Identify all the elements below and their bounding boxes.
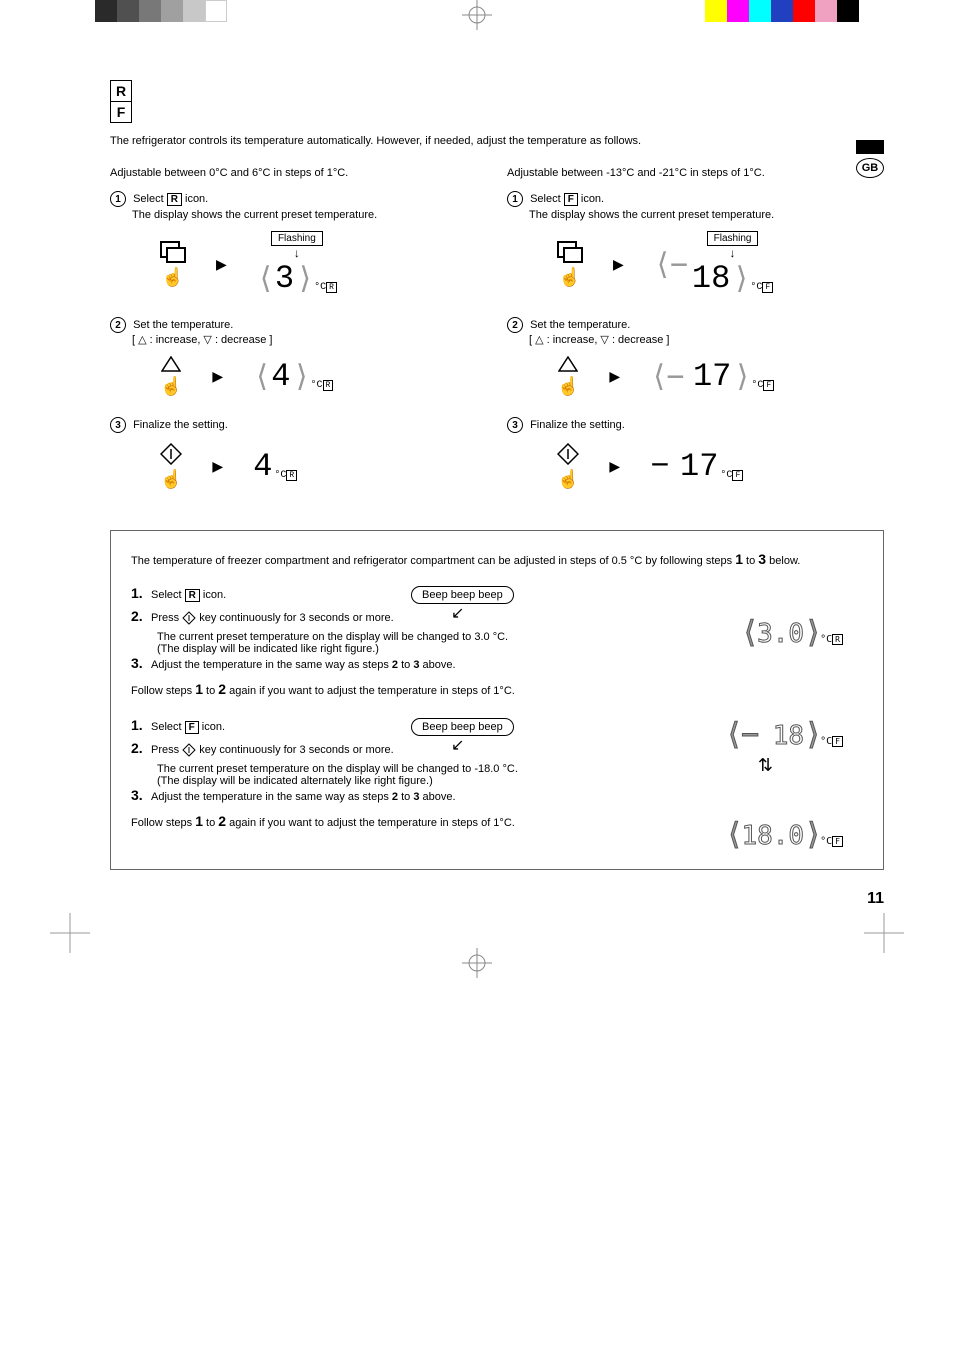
step-number-icon: 1 [507,191,523,207]
press-up-icon: ☝ [160,356,182,397]
fine-display-r: ⟨3.0⟩°CR [741,615,843,650]
arrow-right-icon: ▶ [212,368,223,385]
press-select-icon: ☝ [160,241,186,288]
color-bar-left [95,0,227,22]
step-number-icon: 3 [110,417,126,433]
r-step-3: 3 Finalize the setting. ☝ ▶ 4°CR [110,417,487,490]
press-enter-icon: ☝ [557,443,579,490]
f-step-2: 2 Set the temperature. [ △ : increase, ▽… [507,317,884,397]
f-range: Adjustable between -13°C and -21°C in st… [507,167,884,179]
fine-section-r: Beep beep beep ↙ ⟨3.0⟩°CR 1.Select R ico… [131,585,863,697]
fine-adjustment-box: The temperature of freezer compartment a… [110,530,884,870]
hand-icon: ☝ [160,469,182,490]
refrigerator-column: Adjustable between 0°C and 6°C in steps … [110,167,487,510]
gb-badge: GB [856,140,884,178]
crop-marks-bottom [0,918,954,978]
press-enter-icon: ☝ [160,443,182,490]
flashing-label: Flashing [707,231,759,246]
r-letter-box: R [167,193,182,206]
step-number-icon: 2 [507,317,523,333]
display-r-2: ⟨4⟩°CR [253,358,333,395]
arrow-right-icon: ▶ [609,368,620,385]
step-number-icon: 2 [110,317,126,333]
flashing-label: Flashing [271,231,323,246]
rf-badge: R F [110,80,132,123]
registration-mark-bottom [462,948,492,978]
display-f-1: 18⟩°CF [692,260,773,297]
display-r-3: 4°CR [253,448,297,485]
crop-marks-top [0,0,954,60]
r-box: R [110,80,132,102]
r-range: Adjustable between 0°C and 6°C in steps … [110,167,487,179]
alternate-arrow-icon: ⇅ [758,755,773,776]
hand-icon: ☝ [557,469,579,490]
hand-icon: ☝ [162,267,184,288]
fine-display-f2: ⟨18.0⟩°CF [725,817,843,852]
r-step-2: 2 Set the temperature. [ △ : increase, ▽… [110,317,487,397]
fine-intro: The temperature of freezer compartment a… [131,551,863,567]
color-bar-right [705,0,859,22]
registration-mark-top [462,0,492,30]
beep-callout: Beep beep beep ↙ [411,717,514,736]
fine-section-f: Beep beep beep ↙ ⟨− 18⟩°CF ⇅ ⟨18.0⟩°CF 1… [131,717,863,829]
display-f-2: ⟨− 17⟩°CF [650,358,774,395]
freezer-column: Adjustable between -13°C and -21°C in st… [507,167,884,510]
page-number: 11 [0,880,954,918]
step-number-icon: 3 [507,417,523,433]
hand-icon: ☝ [559,267,581,288]
display-f-3: − 17°CF [650,448,743,485]
hand-icon: ☝ [557,376,579,397]
f-letter-box: F [564,193,578,206]
f-box: F [110,101,132,123]
arrow-right-icon: ▶ [613,256,624,273]
arrow-right-icon: ▶ [212,458,223,475]
r-step-1: 1 Select R icon. The display shows the c… [110,191,487,297]
arrow-right-icon: ▶ [609,458,620,475]
f-step-1: 1 Select F icon. The display shows the c… [507,191,884,297]
follow-r: Follow steps 1 to 2 again if you want to… [131,681,863,697]
beep-callout: Beep beep beep ↙ [411,585,514,604]
display-r-1: ⟨3⟩°CR [257,260,337,297]
step-number-icon: 1 [110,191,126,207]
arrow-right-icon: ▶ [216,256,227,273]
intro-text: The refrigerator controls its temperatur… [110,135,884,147]
fine-display-f1: ⟨− 18⟩°CF [725,717,843,752]
press-select-icon: ☝ [557,241,583,288]
press-up-icon: ☝ [557,356,579,397]
f-step-3: 3 Finalize the setting. ☝ ▶ − 17°CF [507,417,884,490]
hand-icon: ☝ [160,376,182,397]
